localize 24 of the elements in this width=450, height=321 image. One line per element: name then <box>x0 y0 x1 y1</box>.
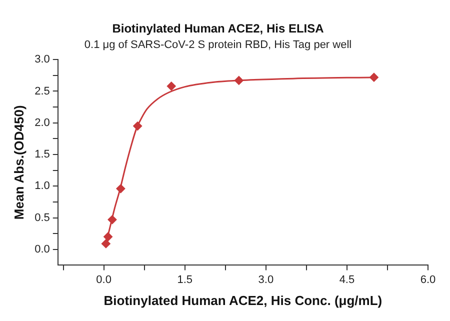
x-tick-label: 1.5 <box>177 274 193 286</box>
y-tick-label: 0.5 <box>34 212 50 224</box>
x-tick-label: 0.0 <box>96 274 112 286</box>
y-tick-label: 1.5 <box>34 148 50 161</box>
point <box>104 232 113 242</box>
point <box>234 76 244 85</box>
x-tick-label: 3.0 <box>258 274 274 286</box>
y-tick-label: 2.0 <box>34 116 50 129</box>
x-tick-label: 6.0 <box>420 274 436 286</box>
y-tick-label: 1.0 <box>34 180 50 192</box>
point <box>108 215 117 224</box>
chart-title: Biotinylated Human ACE2, His ELISA <box>112 22 324 36</box>
x-axis-title: Biotinylated Human ACE2, His Conc. (μg/mL) <box>104 292 382 308</box>
chart-subtitle: 0.1 μg of SARS-CoV-2 S protein RBD, His Tag per well <box>84 39 352 52</box>
y-tick-label: 2.5 <box>34 85 50 98</box>
y-tick-label: 0.0 <box>34 243 50 256</box>
point <box>166 82 176 91</box>
point <box>101 239 110 248</box>
point <box>116 184 126 194</box>
point <box>133 122 142 131</box>
point <box>369 72 378 82</box>
y-axis-title: Mean Abs.(OD450) <box>11 105 26 220</box>
y-tick-label: 3.0 <box>34 54 50 66</box>
x-tick-label: 4.5 <box>339 274 355 286</box>
